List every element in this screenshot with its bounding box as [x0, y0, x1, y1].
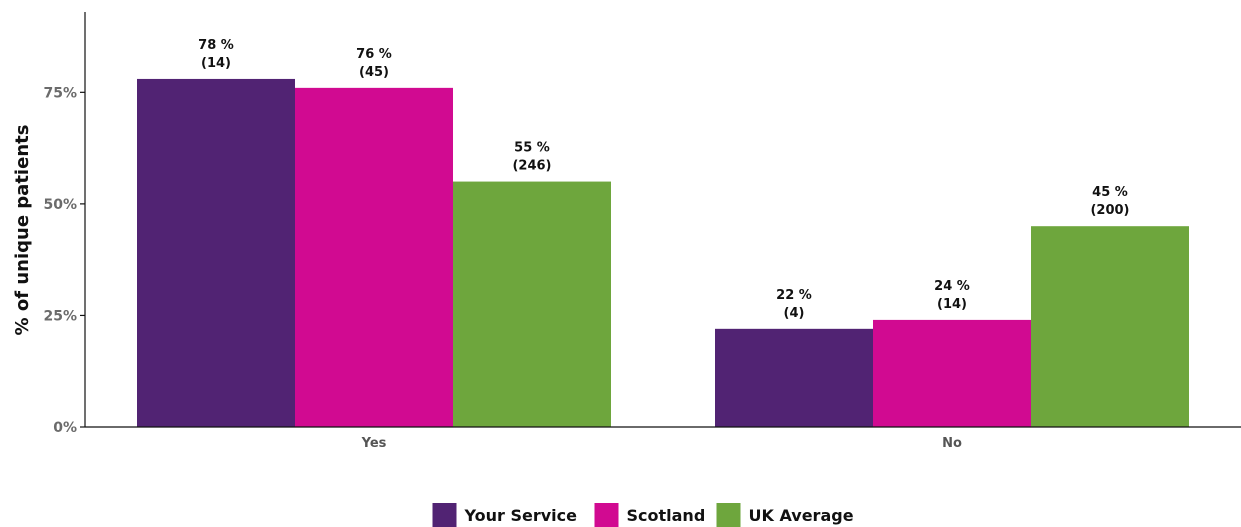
bar-percent-label: 45 % [1092, 185, 1128, 200]
bar [137, 78, 295, 427]
axes [84, 12, 1241, 428]
bar-count-label: (14) [937, 297, 967, 312]
data-labels-layer: 78 % (14) 76 % (45) 55 % (246) 22 % (4) 24 % (14)… [198, 38, 1129, 321]
y-tick-label: 50% [43, 197, 77, 213]
bar-count-label: (14) [201, 56, 231, 71]
legend-label: UK Average [749, 506, 854, 525]
bar-percent-label: 22 % [776, 288, 812, 303]
bar-percent-label: 24 % [934, 279, 970, 294]
legend-label: Your Service [464, 506, 578, 525]
bar [453, 181, 611, 427]
bar-percent-label: 78 % [198, 38, 234, 53]
bar-count-label: (246) [512, 159, 551, 174]
legend: Your Service Scotland UK Average [432, 503, 854, 527]
bar-percent-label: 55 % [514, 141, 550, 156]
bar [715, 328, 873, 427]
legend-swatch [716, 503, 741, 527]
legend-label: Scotland [627, 506, 706, 525]
bars-layer [137, 78, 1189, 427]
legend-swatch [432, 503, 457, 527]
y-tick-label: 25% [43, 308, 77, 324]
bar-percent-label: 76 % [356, 47, 392, 62]
bar-count-label: (200) [1090, 203, 1129, 218]
y-ticks: 0% 25% 50% 75% [43, 85, 85, 436]
y-tick-label: 75% [43, 85, 77, 101]
x-category-label: No [942, 436, 962, 451]
y-tick-label: 0% [53, 420, 77, 436]
legend-swatch [594, 503, 619, 527]
y-axis-label: % of unique patients [12, 125, 33, 336]
bar [295, 87, 453, 427]
bar-count-label: (45) [359, 65, 389, 80]
bar [1031, 226, 1189, 427]
bar [873, 319, 1031, 427]
x-category-label: Yes [361, 436, 387, 451]
bar-count-label: (4) [784, 306, 805, 321]
x-category-labels: Yes No [361, 436, 962, 451]
